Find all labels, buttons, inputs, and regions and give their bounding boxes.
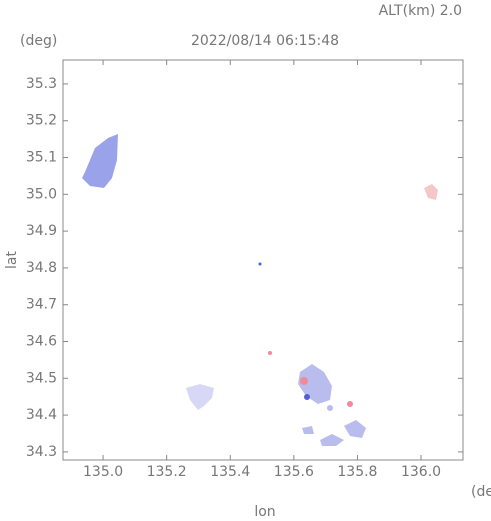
x-axis-label: lon xyxy=(254,504,275,520)
echo-blob xyxy=(186,384,214,410)
echo-blob xyxy=(424,184,438,200)
echo-blob xyxy=(258,262,262,266)
y-tick-label: 34.7 xyxy=(26,297,57,313)
y-tick-label: 35.3 xyxy=(26,76,57,92)
y-tick-label: 34.9 xyxy=(26,223,57,239)
echo-blob xyxy=(344,420,366,438)
y-axis-label: lat xyxy=(4,251,20,269)
echo-blob xyxy=(347,401,353,407)
y-tick-label: 34.3 xyxy=(26,444,57,460)
y-tick-label: 35.2 xyxy=(26,113,57,129)
echo-areas xyxy=(82,134,438,446)
x-tick-label: 135.6 xyxy=(274,464,314,480)
echo-blob xyxy=(300,377,308,385)
x-tick-label: 136.0 xyxy=(401,464,441,480)
x-tick-label: 135.0 xyxy=(83,464,123,480)
x-tick-label: 135.4 xyxy=(210,464,250,480)
y-tick-label: 35.1 xyxy=(26,150,57,166)
altitude-label: ALT(km) 2.0 xyxy=(379,3,462,19)
plot-frame xyxy=(62,59,464,461)
y-tick-label: 34.4 xyxy=(26,407,57,423)
echo-blob xyxy=(302,426,314,434)
echo-blob xyxy=(82,134,118,188)
chart-title: 2022/08/14 06:15:48 xyxy=(191,33,339,49)
x-unit: (deg) xyxy=(471,484,491,500)
y-tick-label: 34.8 xyxy=(26,260,57,276)
echo-blob xyxy=(320,434,344,446)
y-tick-label: 35.0 xyxy=(26,186,57,202)
echo-blob xyxy=(327,405,333,411)
echo-blob xyxy=(298,364,332,404)
y-tick-label: 34.6 xyxy=(26,334,57,350)
echo-blob xyxy=(268,351,272,355)
x-tick-label: 135.8 xyxy=(337,464,377,480)
y-unit: (deg) xyxy=(20,33,57,49)
x-tick-label: 135.2 xyxy=(147,464,187,480)
y-tick-label: 34.5 xyxy=(26,370,57,386)
echo-blob xyxy=(304,394,310,400)
